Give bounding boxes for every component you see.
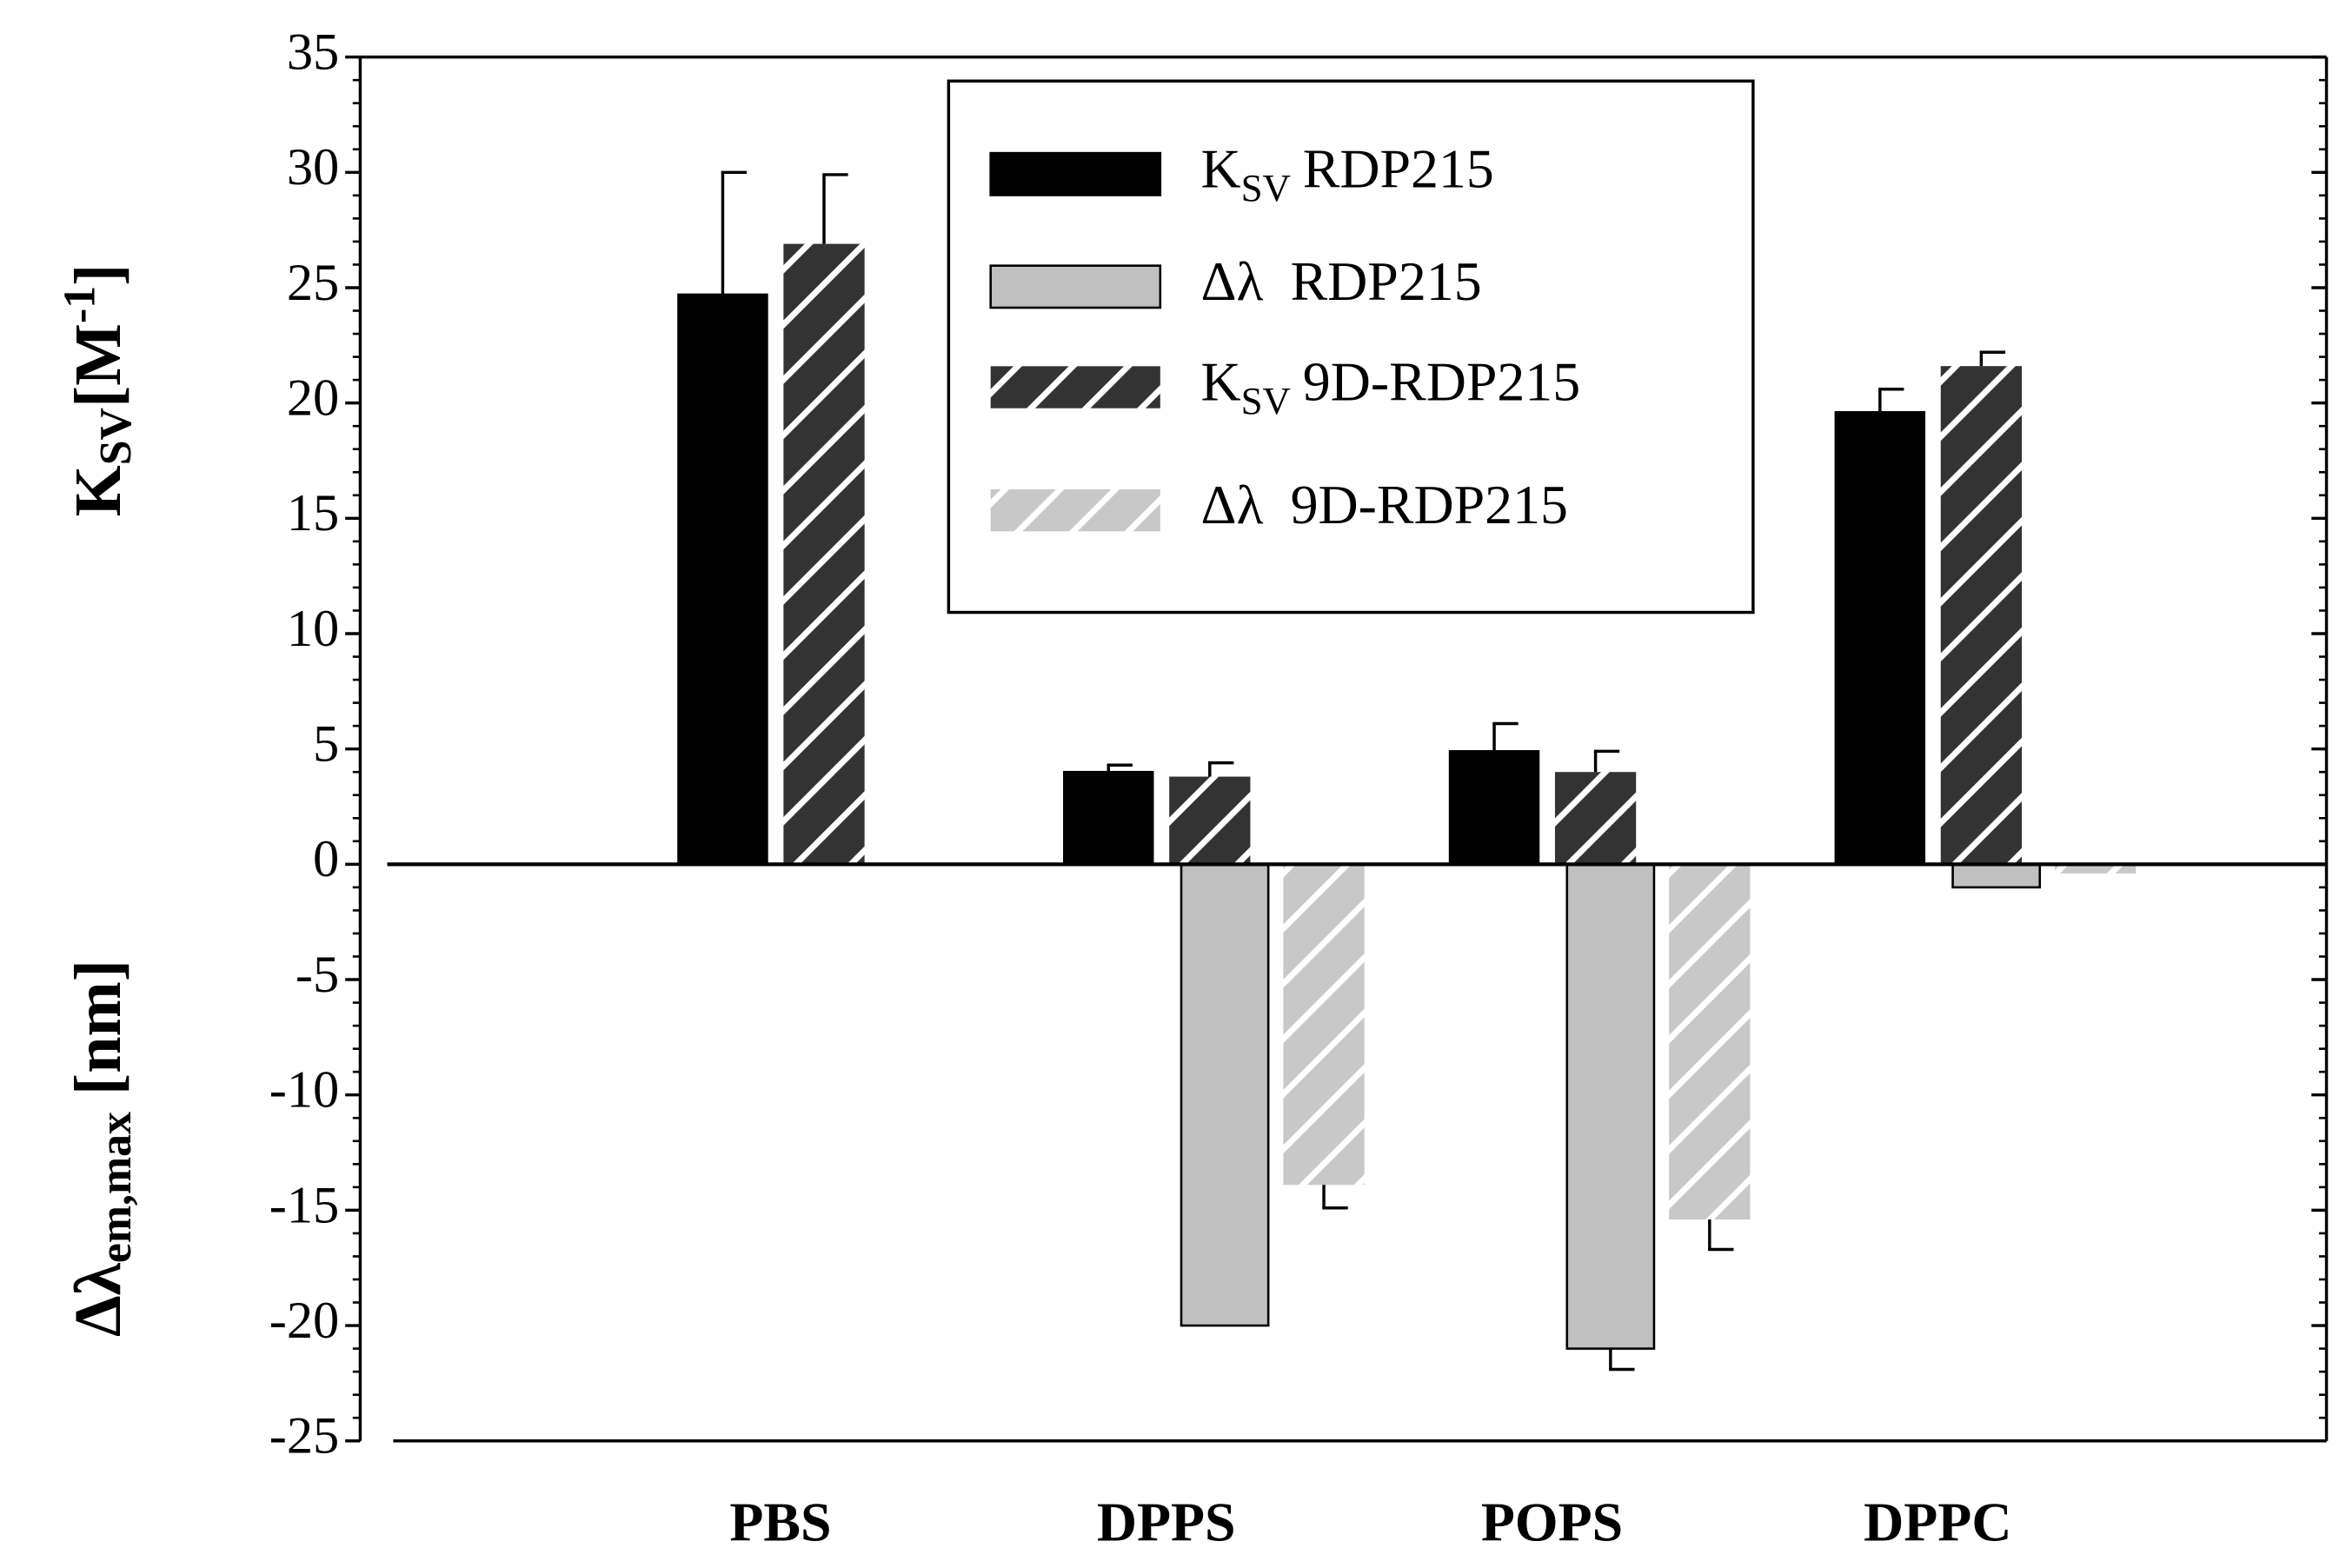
y-tick-label: 25: [287, 254, 339, 312]
legend-label: Δλ 9D-RDP215: [1200, 474, 1568, 535]
y-tick-label: -25: [269, 1407, 340, 1465]
legend-label: KSV 9D-RDP215: [1200, 350, 1580, 422]
legend-part: Δλ: [1200, 474, 1263, 535]
bar: [1283, 864, 1365, 1186]
y-tick-label: 15: [287, 484, 339, 542]
label-part: ]: [62, 264, 135, 286]
y-axis-label-top: KSV[M-1]: [56, 264, 141, 517]
legend-part: 9D-RDP215: [1303, 350, 1580, 412]
x-tick-label: PBS: [729, 1492, 831, 1553]
bar: [1448, 750, 1540, 866]
bar: [1180, 863, 1270, 1327]
bar: [1669, 864, 1751, 1219]
label-sub: em,max: [91, 1112, 141, 1263]
legend-sub: SV: [1241, 380, 1291, 423]
bar: [1951, 863, 2042, 889]
label-sub: SV: [91, 408, 141, 465]
bar: [1565, 863, 1656, 1350]
label-part: K: [62, 465, 135, 516]
y-tick-label: 0: [313, 830, 339, 888]
legend-swatch: [989, 151, 1162, 196]
y-tick-label: 35: [287, 23, 339, 81]
y-tick-label: 10: [287, 600, 339, 658]
bar: [677, 293, 768, 866]
y-tick-label: -20: [269, 1292, 340, 1350]
x-tick-label: DPPC: [1864, 1492, 2011, 1553]
y-tick-label: 20: [287, 369, 339, 428]
legend-swatch: [990, 366, 1160, 409]
bar: [1940, 366, 2023, 865]
bar: [1834, 410, 1926, 866]
label-part: Δλ: [62, 1262, 135, 1337]
y-tick-label: 30: [287, 138, 339, 196]
x-tick-label: DPPS: [1097, 1492, 1236, 1553]
y-tick-label: -10: [269, 1061, 340, 1120]
x-tick-label: POPS: [1481, 1492, 1623, 1553]
legend-part: K: [1200, 350, 1240, 412]
bar: [1063, 770, 1154, 866]
label-part: [nm]: [62, 960, 135, 1112]
legend-label: KSV RDP215: [1200, 137, 1493, 209]
legend-part: 9D-RDP215: [1291, 474, 1568, 535]
bar: [1169, 776, 1251, 865]
legend-swatch: [990, 488, 1160, 532]
bar: [2054, 864, 2137, 874]
y-tick-label: -5: [296, 946, 339, 1004]
legend-label: Δλ RDP215: [1200, 249, 1481, 311]
legend-part: RDP215: [1291, 249, 1482, 311]
bar: [783, 243, 865, 865]
y-tick-label: 5: [313, 715, 339, 774]
legend-part: K: [1200, 137, 1240, 199]
bar: [1554, 772, 1637, 865]
legend-part: Δλ: [1200, 249, 1263, 311]
legend-sub: SV: [1241, 166, 1291, 209]
y-axis-label-bottom: Δλem,max [nm]: [62, 960, 141, 1337]
legend-part: RDP215: [1303, 137, 1494, 199]
label-sup: -1: [56, 286, 105, 323]
legend-swatch: [989, 264, 1162, 309]
label-part: [M: [62, 323, 135, 408]
y-tick-label: -15: [269, 1176, 340, 1234]
